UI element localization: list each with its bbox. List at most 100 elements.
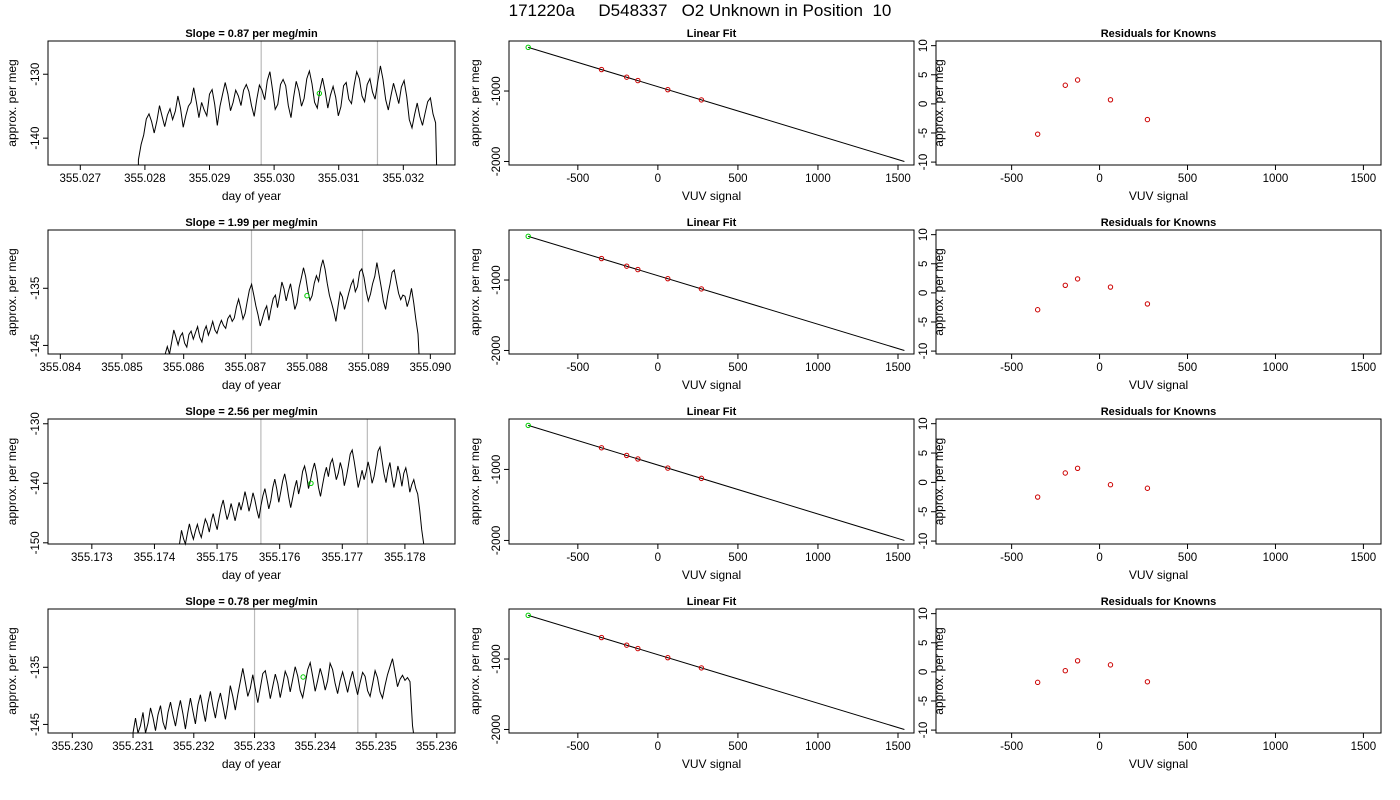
y-tick-label: -10 [918,722,930,739]
x-axis-label: day of year [222,378,281,392]
x-tick-label: 500 [1178,552,1197,564]
y-axis-label: approx. per meg [468,627,482,714]
y-tick-label: -2000 [491,147,503,176]
y-tick-label: -5 [918,507,930,517]
known-point [635,645,641,652]
y-tick-label: -5 [918,128,930,138]
known-point [1074,465,1081,471]
panel-r2-c1: Linear Fit -500 0 500 1000 1500 -1000 -2000 VUV … [468,406,915,582]
panel-title: Slope = 2.56 per meg/min [185,406,318,418]
x-axis-label: day of year [222,757,281,771]
known-point [598,445,605,451]
panel-title: Residuals for Knowns [1101,406,1217,418]
x-tick-label: 500 [728,741,747,753]
x-axis-label: VUV signal [682,189,741,203]
known-point [623,263,630,269]
x-tick-label: 355.234 [294,741,336,753]
known-point [1062,470,1068,476]
x-tick-label: 1500 [1351,552,1377,564]
x-tick-label: 355.174 [134,552,176,564]
fit-line [528,424,905,541]
x-tick-label: 355.030 [253,173,295,185]
y-axis-label: approx. per meg [468,59,482,146]
known-point [1034,494,1041,500]
panel-title: Residuals for Knowns [1101,28,1217,40]
y-tick-label: -2000 [491,526,503,555]
x-tick-label: 1500 [1351,173,1377,185]
x-tick-label: 1000 [805,362,831,374]
unknown-point [525,233,531,240]
panel-title: Linear Fit [687,596,737,608]
y-axis-label: approx. per meg [5,248,19,335]
x-tick-label: -500 [1000,173,1023,185]
known-point [1074,276,1081,282]
y-tick-label: -10 [918,154,930,171]
y-tick-label: -5 [918,696,930,706]
x-tick-label: 0 [1096,362,1102,374]
unknown-point [308,480,314,486]
y-tick-label: -130 [30,63,42,86]
plot-frame [508,40,915,166]
y-tick-label: -140 [30,472,42,495]
x-tick-label: 355.233 [234,741,276,753]
x-tick-label: 355.028 [124,173,166,185]
x-tick-label: 355.236 [416,741,458,753]
data-series-line [48,259,420,355]
x-axis-label: day of year [222,568,281,582]
known-point [598,634,605,641]
x-tick-label: 1000 [805,741,831,753]
panel-title: Slope = 0.78 per meg/min [185,596,318,608]
x-tick-label: 1500 [885,362,911,374]
x-axis-label: VUV signal [1129,568,1188,582]
y-axis-label: approx. per meg [932,438,946,525]
panel-title: Linear Fit [687,406,737,418]
x-tick-label: 355.235 [355,741,397,753]
x-axis-label: VUV signal [682,378,741,392]
x-tick-label: 355.230 [52,741,94,753]
x-tick-label: 500 [1178,741,1197,753]
y-tick-label: 10 [918,39,930,52]
y-tick-label: -135 [30,277,42,300]
x-tick-label: 355.085 [101,362,143,374]
known-point [1107,97,1114,103]
data-series-line [48,658,414,734]
x-tick-label: 355.032 [383,173,425,185]
panel-r3-c2: Residuals for Knowns -500 0 500 1000 1500 10 5 0… [918,596,1382,771]
x-tick-label: 500 [1178,362,1197,374]
x-tick-label: 1500 [885,741,911,753]
y-axis-label: approx. per meg [932,627,946,714]
panel-r2-c2: Residuals for Knowns -500 0 500 1000 1500 10 5 0… [918,406,1382,582]
known-point [623,74,630,80]
known-point [1062,82,1068,88]
x-tick-label: 355.090 [410,362,452,374]
plot-frame [508,418,915,545]
y-tick-label: -1000 [491,455,503,484]
plot-frame [47,608,456,734]
x-tick-label: 0 [1096,552,1102,564]
panel-r1-c1: Linear Fit -500 0 500 1000 1500 -1000 -2000 VUV … [468,217,915,392]
known-point [665,465,671,471]
y-tick-label: -1000 [491,76,503,105]
x-tick-label: -500 [1000,552,1023,564]
unknown-point [525,612,531,619]
known-point [598,66,605,73]
x-tick-label: 0 [1096,173,1102,185]
y-tick-label: 0 [918,669,930,675]
known-point [1144,485,1151,491]
y-tick-label: -2000 [491,715,503,744]
y-tick-label: -135 [30,656,42,679]
panel-r1-c0: Slope = 1.99 per meg/min 355.084 355.085 35… [5,217,456,392]
panel-r0-c0: Slope = 0.87 per meg/min 355.027 355.028 35… [5,28,456,203]
plot-frame [508,229,915,355]
panel-r2-c0: Slope = 2.56 per meg/min 355.173 355.174 35… [5,406,456,582]
y-tick-label: -140 [30,127,42,150]
x-tick-label: 355.089 [348,362,390,374]
y-tick-label: 5 [918,450,930,456]
x-tick-label: 1500 [1351,741,1377,753]
y-tick-label: 5 [918,640,930,646]
x-axis-label: VUV signal [682,568,741,582]
panel-r0-c1: Linear Fit -500 0 500 1000 1500 -1000 -2000 VUV … [468,28,915,203]
panel-title: Slope = 1.99 per meg/min [185,217,318,229]
known-point [635,266,641,273]
x-tick-label: -500 [566,552,589,564]
